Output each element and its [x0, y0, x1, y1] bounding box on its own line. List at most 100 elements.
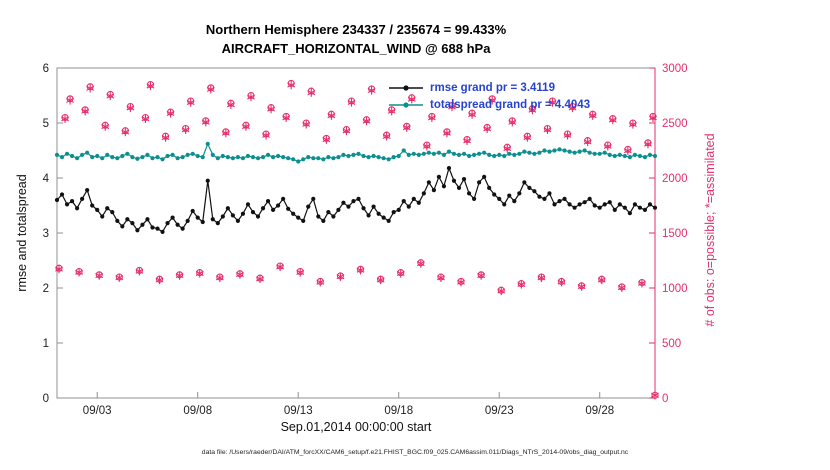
rmse-marker	[331, 214, 336, 219]
obs-assimilated-marker	[583, 139, 592, 145]
obs-assimilated-marker	[437, 275, 445, 281]
obs-assimilated-marker	[161, 134, 170, 141]
totalspread-marker	[195, 153, 200, 159]
obs-assimilated-marker	[242, 123, 250, 130]
rmse-marker	[381, 215, 386, 220]
totalspread-marker	[456, 152, 462, 157]
totalspread-marker	[567, 149, 572, 154]
rmse-marker	[336, 207, 341, 212]
obs-assimilated-marker	[201, 119, 210, 125]
rmse-marker	[281, 196, 286, 201]
rmse-marker	[100, 214, 105, 219]
rmse-marker	[446, 166, 452, 171]
chart-title-line1: Northern Hemisphere 234337 / 235674 = 99…	[205, 22, 507, 37]
rmse-marker	[632, 202, 637, 207]
rmse-marker	[567, 202, 572, 207]
obs-assimilated-marker	[463, 138, 471, 144]
totalspread-marker	[100, 156, 105, 161]
obs-assimilated-marker	[307, 90, 316, 96]
totalspread-marker	[652, 153, 658, 159]
obs-assimilated-marker	[568, 105, 577, 111]
rmse-marker	[617, 202, 622, 207]
rmse-marker	[286, 206, 291, 211]
obs-assimilated-marker	[121, 129, 130, 135]
totalspread-marker	[451, 151, 457, 156]
y-right-tick-label: 0	[662, 393, 668, 405]
rmse-marker	[587, 196, 592, 201]
totalspread-marker	[502, 153, 507, 159]
totalspread-marker	[80, 152, 85, 157]
rmse-line-sample-icon	[389, 85, 423, 91]
obs-assimilated-marker	[422, 143, 431, 149]
obs-assimilated-marker	[282, 115, 291, 121]
rmse-marker	[54, 197, 60, 203]
totalspread-marker	[301, 157, 306, 162]
totalspread-marker	[547, 149, 552, 154]
y-left-tick-label: 0	[43, 393, 49, 405]
totalspread-marker	[396, 153, 401, 159]
rmse-marker	[441, 184, 447, 189]
y-left-tick-label: 4	[43, 173, 50, 185]
obs-assimilated-marker	[508, 119, 517, 125]
rmse-marker	[451, 178, 457, 183]
totalspread-marker	[225, 155, 230, 160]
totalspread-marker	[255, 156, 261, 161]
rmse-marker	[301, 218, 306, 223]
obs-assimilated-marker	[427, 115, 436, 121]
y-axis-right-label: # of obs: o=possible; *=assimilated	[703, 133, 717, 327]
totalspread-marker	[497, 152, 502, 157]
rmse-marker	[115, 218, 120, 223]
rmse-marker	[120, 224, 125, 229]
totalspread-marker	[250, 155, 256, 160]
rmse-marker	[165, 221, 170, 226]
rmse-marker	[346, 204, 351, 209]
obs-assimilated-marker	[382, 133, 391, 139]
obs-assimilated-marker	[155, 277, 164, 283]
totalspread-marker	[291, 157, 296, 162]
rmse-marker	[391, 210, 396, 215]
obs-assimilated-marker	[81, 108, 90, 114]
rmse-marker	[95, 207, 100, 212]
obs-assimilated-marker	[256, 276, 264, 282]
totalspread-marker	[170, 152, 175, 157]
rmse-marker	[351, 199, 356, 204]
totalspread-marker	[441, 152, 447, 157]
totalspread-marker	[602, 150, 607, 155]
obs-assimilated-marker	[236, 271, 244, 278]
totalspread-marker	[612, 153, 617, 159]
totalspread-marker	[386, 157, 391, 162]
totalspread-marker	[130, 155, 135, 160]
obs-assimilated-marker	[75, 269, 84, 275]
obs-assimilated-marker	[55, 266, 63, 272]
totalspread-marker	[416, 152, 421, 157]
totalspread-marker	[517, 151, 522, 156]
data-file-caption: data file: /Users/raeder/DAI/ATM_forcXX/…	[201, 449, 629, 456]
totalspread-marker	[260, 155, 266, 160]
totalspread-marker	[230, 156, 235, 161]
rmse-marker	[105, 206, 110, 211]
rmse-marker	[210, 217, 215, 222]
obs-assimilated-marker	[402, 125, 411, 131]
obs-assimilated-marker	[186, 99, 195, 106]
totalspread-marker	[150, 156, 155, 161]
obs-assimilated-marker	[126, 105, 135, 111]
obs-assimilated-marker	[407, 96, 416, 102]
obs-assimilated-marker	[488, 97, 497, 103]
totalspread-marker	[326, 155, 331, 160]
totalspread-marker	[492, 153, 497, 159]
totalspread-marker	[426, 150, 431, 155]
totalspread-marker	[356, 151, 361, 156]
totalspread-marker	[587, 150, 592, 155]
rmse-marker	[185, 218, 190, 223]
obs-assimilated-marker	[356, 267, 365, 273]
totalspread-marker	[597, 151, 602, 156]
totalspread-marker	[346, 153, 351, 159]
obs-assimilated-marker	[181, 127, 190, 133]
rmse-marker	[376, 211, 381, 216]
totalspread-marker	[341, 152, 346, 157]
rmse-marker	[371, 204, 376, 209]
totalspread-marker	[120, 153, 125, 159]
obs-assimilated-marker	[603, 143, 612, 149]
obs-assimilated-marker	[66, 97, 74, 103]
